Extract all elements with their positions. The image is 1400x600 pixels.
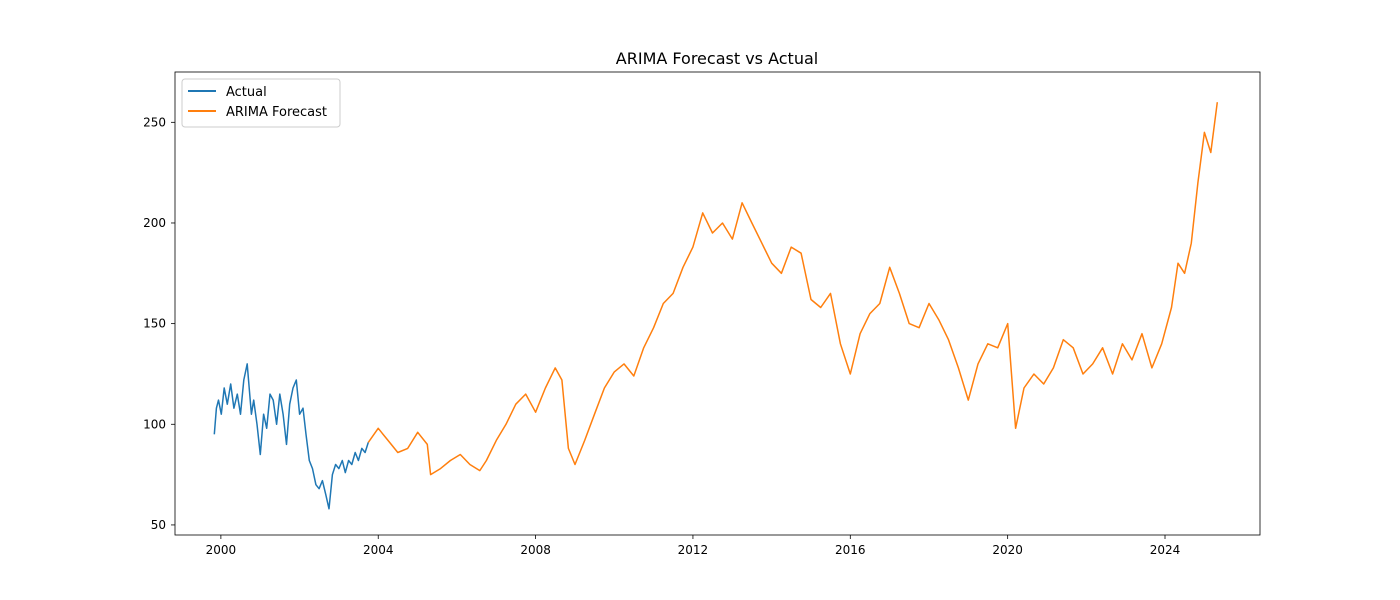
legend: Actual ARIMA Forecast [181, 78, 341, 128]
x-tick-label: 2004 [363, 543, 394, 557]
series-line-1 [367, 102, 1219, 476]
x-tick-label: 2012 [678, 543, 709, 557]
y-tick-label: 200 [143, 216, 166, 230]
y-tick-label: 250 [143, 115, 166, 129]
series-layer [213, 102, 1219, 510]
series-line-0 [213, 363, 370, 510]
x-tick-label: 2008 [520, 543, 551, 557]
x-tick-label: 2000 [206, 543, 237, 557]
legend-label: Actual [226, 85, 267, 100]
chart-title: ARIMA Forecast vs Actual [616, 49, 818, 68]
axes-layer: 2000 2004 2008 2012 2016 2020 2024 50 100 150 200 2… [143, 71, 1261, 557]
x-tick-label: 2020 [992, 543, 1023, 557]
x-tick-label: 2024 [1150, 543, 1181, 557]
y-tick-label: 100 [143, 417, 166, 431]
legend-box [181, 78, 341, 128]
x-tick-label: 2016 [835, 543, 866, 557]
y-tick-label: 50 [151, 518, 166, 532]
y-tick-label: 150 [143, 317, 166, 331]
legend-label: ARIMA Forecast [226, 105, 327, 120]
plot-frame [174, 71, 1261, 536]
